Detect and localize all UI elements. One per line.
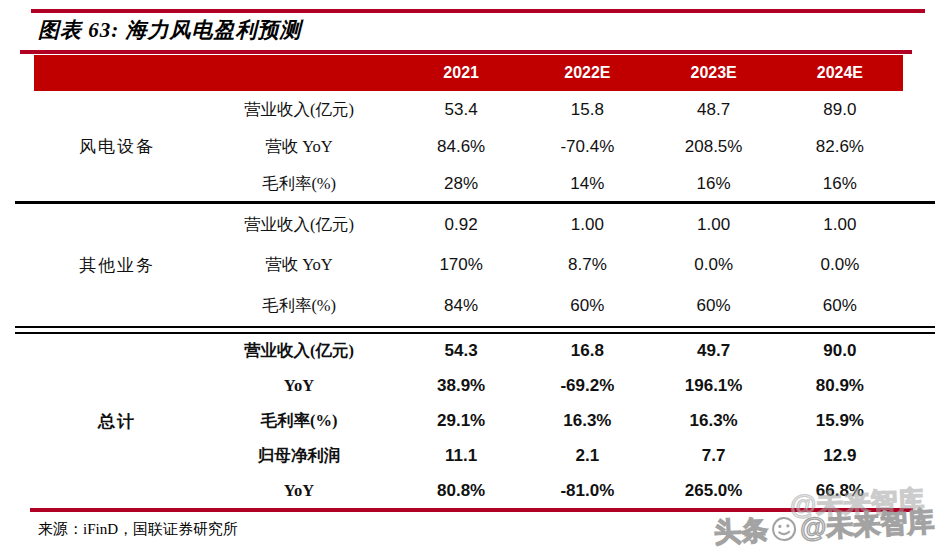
metric-label: 营收 YoY <box>200 254 398 276</box>
bottom-rule-line <box>30 508 913 512</box>
year-header: 2024E <box>777 64 903 82</box>
value-cell: 16% <box>777 174 903 194</box>
value-cell: 1.00 <box>524 215 650 235</box>
value-cell: 80.8% <box>398 481 524 501</box>
metric-label: 营业收入(亿元) <box>200 214 398 236</box>
metric-label: 营业收入(亿元) <box>200 340 398 362</box>
total-separator-double-line <box>15 326 935 334</box>
header-rule-line <box>20 50 912 54</box>
value-cell: 0.0% <box>777 255 903 275</box>
metric-label: 毛利率(%) <box>200 173 398 195</box>
value-cell: 16.3% <box>524 411 650 431</box>
table-row: 毛利率(%)29.1%16.3%16.3%15.9% <box>200 404 903 439</box>
group-rows: 营业收入(亿元)53.415.848.789.0营收 YoY84.6%-70.4… <box>200 91 903 202</box>
value-cell: 84.6% <box>398 137 524 157</box>
group-name: 总计 <box>34 334 200 508</box>
value-cell: 49.7 <box>651 341 777 361</box>
table-header-row: 20212022E2023E2024E <box>34 55 903 91</box>
value-cell: 16.3% <box>651 411 777 431</box>
value-cell: 7.7 <box>651 446 777 466</box>
table-row: 营业收入(亿元)0.921.001.001.00 <box>200 205 903 245</box>
metric-label: YoY <box>200 481 398 501</box>
table-row: 营收 YoY170%8.7%0.0%0.0% <box>200 245 903 285</box>
smiley-icon <box>770 515 797 542</box>
value-cell: -81.0% <box>524 481 650 501</box>
source-note: 来源：iFinD，国联证券研究所 <box>38 520 238 539</box>
table-row: 营收 YoY84.6%-70.4%208.5%82.6% <box>200 128 903 165</box>
table-group: 风电设备营业收入(亿元)53.415.848.789.0营收 YoY84.6%-… <box>34 91 903 202</box>
value-cell: -69.2% <box>524 376 650 396</box>
chart-title: 图表 63: 海力风电盈利预测 <box>38 16 302 44</box>
table-row: YoY80.8%-81.0%265.0%66.8% <box>200 473 903 508</box>
value-cell: 12.9 <box>777 446 903 466</box>
group-name: 风电设备 <box>34 91 200 202</box>
metric-label: YoY <box>200 376 398 396</box>
year-header: 2022E <box>524 64 650 82</box>
report-page: 图表 63: 海力风电盈利预测 20212022E2023E2024E 风电设备… <box>0 0 940 555</box>
year-header: 2023E <box>651 64 777 82</box>
value-cell: 84% <box>398 296 524 316</box>
value-cell: 80.9% <box>777 376 903 396</box>
value-cell: 1.00 <box>651 215 777 235</box>
metric-label: 归母净利润 <box>200 445 398 467</box>
value-cell: 14% <box>524 174 650 194</box>
watermark-text-left: 头条 <box>713 512 769 551</box>
value-cell: 15.8 <box>524 100 650 120</box>
group-name: 其他业务 <box>34 205 200 326</box>
metric-label: 毛利率(%) <box>200 410 398 432</box>
value-cell: -70.4% <box>524 137 650 157</box>
value-cell: 8.7% <box>524 255 650 275</box>
value-cell: 1.00 <box>777 215 903 235</box>
group-rows: 营业收入(亿元)0.921.001.001.00营收 YoY170%8.7%0.… <box>200 205 903 326</box>
table-row: 毛利率(%)84%60%60%60% <box>200 286 903 326</box>
value-cell: 28% <box>398 174 524 194</box>
value-cell: 208.5% <box>651 137 777 157</box>
table-group: 总计营业收入(亿元)54.316.849.790.0YoY38.9%-69.2%… <box>34 334 903 508</box>
year-header: 2021 <box>398 64 524 82</box>
value-cell: 196.1% <box>651 376 777 396</box>
table-row: 毛利率(%)28%14%16%16% <box>200 165 903 202</box>
value-cell: 170% <box>398 255 524 275</box>
value-cell: 60% <box>651 296 777 316</box>
table-row: 营业收入(亿元)54.316.849.790.0 <box>200 334 903 369</box>
group-rows: 营业收入(亿元)54.316.849.790.0YoY38.9%-69.2%19… <box>200 334 903 508</box>
table-row: 营业收入(亿元)53.415.848.789.0 <box>200 91 903 128</box>
value-cell: 2.1 <box>524 446 650 466</box>
value-cell: 82.6% <box>777 137 903 157</box>
metric-label: 营业收入(亿元) <box>200 99 398 121</box>
value-cell: 90.0 <box>777 341 903 361</box>
value-cell: 54.3 <box>398 341 524 361</box>
top-rule-line <box>31 9 925 13</box>
value-cell: 48.7 <box>651 100 777 120</box>
value-cell: 15.9% <box>777 411 903 431</box>
table-group: 其他业务营业收入(亿元)0.921.001.001.00营收 YoY170%8.… <box>34 205 903 326</box>
metric-label: 营收 YoY <box>200 136 398 158</box>
group-separator-line <box>15 201 935 204</box>
value-cell: 265.0% <box>651 481 777 501</box>
value-cell: 29.1% <box>398 411 524 431</box>
value-cell: 0.0% <box>651 255 777 275</box>
table-row: 归母净利润11.12.17.712.9 <box>200 438 903 473</box>
value-cell: 66.8% <box>777 481 903 501</box>
value-cell: 11.1 <box>398 446 524 466</box>
value-cell: 0.92 <box>398 215 524 235</box>
value-cell: 16.8 <box>524 341 650 361</box>
value-cell: 89.0 <box>777 100 903 120</box>
value-cell: 53.4 <box>398 100 524 120</box>
value-cell: 60% <box>777 296 903 316</box>
value-cell: 16% <box>651 174 777 194</box>
value-cell: 38.9% <box>398 376 524 396</box>
value-cell: 60% <box>524 296 650 316</box>
metric-label: 毛利率(%) <box>200 295 398 317</box>
table-row: YoY38.9%-69.2%196.1%80.9% <box>200 369 903 404</box>
